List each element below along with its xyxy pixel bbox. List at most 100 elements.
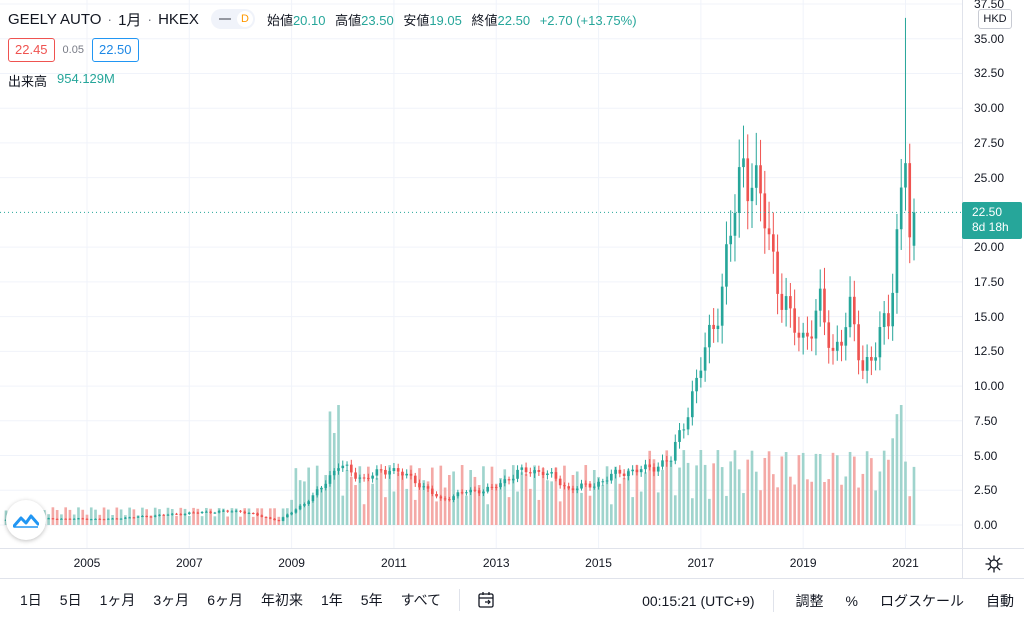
- price-chart[interactable]: [0, 0, 962, 548]
- sell-price-button[interactable]: 22.45: [8, 38, 55, 62]
- candle-body: [354, 472, 357, 479]
- volume-bar: [546, 480, 549, 525]
- percent-scale-toggle[interactable]: %: [845, 592, 858, 609]
- range-1d-button[interactable]: 1日: [20, 592, 42, 608]
- volume-bar: [627, 469, 630, 525]
- candle-body: [767, 228, 771, 235]
- range-ytd-button[interactable]: 年初来: [260, 592, 303, 608]
- range-all-button[interactable]: すべて: [400, 592, 442, 608]
- candle-body: [580, 483, 583, 489]
- candle-body: [384, 469, 387, 475]
- range-5d-button[interactable]: 5日: [59, 592, 82, 608]
- volume-bar: [409, 465, 413, 525]
- time-axis-label: 2017: [687, 556, 715, 570]
- volume-bar: [874, 490, 877, 525]
- volume-bar: [273, 508, 276, 525]
- candle-body: [716, 325, 720, 330]
- candle-body: [575, 488, 579, 491]
- candle-body: [85, 518, 89, 520]
- candle-body: [324, 483, 328, 489]
- range-6m-button[interactable]: 6ヶ月: [207, 592, 243, 608]
- go-to-date-icon[interactable]: [476, 590, 496, 610]
- candle-body: [196, 512, 200, 514]
- volume-bar: [435, 501, 438, 525]
- candle-body: [652, 467, 656, 472]
- candle-body: [789, 296, 792, 309]
- candle-body: [102, 519, 106, 521]
- price-axis-label: 2.50: [974, 483, 998, 498]
- volume-bar: [426, 481, 430, 525]
- open-label: 始値: [266, 12, 293, 28]
- timezone-clock[interactable]: 00:15:21 (UTC+9): [642, 592, 755, 609]
- volume-bar: [648, 450, 652, 525]
- log-scale-toggle[interactable]: ログスケール: [880, 592, 964, 609]
- volume-bar: [124, 515, 127, 525]
- candle-body: [558, 478, 562, 486]
- candle-body: [175, 513, 178, 515]
- candle-body: [793, 308, 796, 333]
- volume-bar: [669, 461, 673, 525]
- price-axis-label: 27.50: [974, 135, 1005, 150]
- volume-bar: [354, 485, 357, 525]
- candle-body: [439, 496, 443, 499]
- volume-bar: [345, 470, 349, 525]
- candle-body: [349, 464, 353, 473]
- candle-body: [865, 357, 869, 371]
- volume-bar: [695, 465, 698, 525]
- price-axis[interactable]: [962, 0, 1024, 548]
- candle-body: [145, 515, 148, 517]
- auto-scale-toggle[interactable]: 自動: [986, 592, 1014, 609]
- candle-body: [179, 514, 183, 516]
- candle-body: [94, 518, 97, 520]
- volume-bar: [405, 488, 409, 525]
- candle-body: [170, 513, 174, 515]
- volume-bar: [307, 467, 310, 525]
- range-3m-button[interactable]: 3ヶ月: [153, 592, 190, 608]
- volume-bar: [102, 507, 106, 525]
- candle-body: [111, 518, 114, 520]
- candle-body: [661, 460, 664, 467]
- candle-body: [89, 519, 93, 521]
- range-5y-button[interactable]: 5年: [360, 592, 383, 608]
- market-status-toggle[interactable]: D: [210, 9, 255, 29]
- candle-body: [584, 483, 588, 485]
- range-1m-button[interactable]: 1ヶ月: [99, 592, 136, 608]
- candle-body: [405, 473, 409, 476]
- candle-body: [426, 486, 430, 489]
- candle-body: [209, 511, 212, 513]
- volume-bar: [793, 484, 796, 525]
- candle-body: [452, 496, 455, 500]
- volume-bar: [703, 464, 707, 525]
- candle-body: [367, 477, 370, 479]
- volume-bar: [128, 507, 131, 525]
- volume-bar: [592, 469, 596, 525]
- candle-body: [205, 511, 208, 513]
- volume-bar: [294, 468, 298, 525]
- adjust-toggle[interactable]: 調整: [795, 592, 824, 609]
- buy-price-button[interactable]: 22.50: [91, 38, 139, 62]
- volume-bar: [831, 452, 835, 525]
- candle-body: [200, 511, 204, 513]
- candle-body: [307, 501, 310, 505]
- candle-body: [286, 514, 289, 518]
- candle-body: [345, 464, 349, 466]
- chart-area[interactable]: GEELY AUTO · 1月 · HKEX D 始値20.10 高値23.50…: [0, 0, 962, 548]
- candle-body: [401, 471, 404, 476]
- currency-badge[interactable]: HKD: [978, 9, 1012, 29]
- volume-bar: [789, 476, 792, 525]
- chart-settings-button[interactable]: [962, 548, 1024, 578]
- symbol-title[interactable]: GEELY AUTO: [8, 10, 102, 28]
- high-label: 高値: [335, 12, 362, 28]
- candle-body: [644, 464, 647, 470]
- time-axis[interactable]: 2005 2007 2009 2011 2013 2015 2017 2019 2021: [0, 548, 962, 578]
- volume-bar: [635, 465, 639, 525]
- volume-label[interactable]: 出来高: [8, 74, 48, 89]
- close-value: 22.50: [497, 12, 531, 28]
- time-axis-label: 2005: [73, 556, 101, 570]
- range-1y-button[interactable]: 1年: [320, 592, 343, 608]
- candle-body: [162, 514, 166, 516]
- candle-body: [247, 513, 251, 515]
- candle-body: [128, 517, 131, 519]
- tradingview-logo-icon[interactable]: [6, 500, 46, 540]
- interval-label[interactable]: 1月: [118, 11, 142, 29]
